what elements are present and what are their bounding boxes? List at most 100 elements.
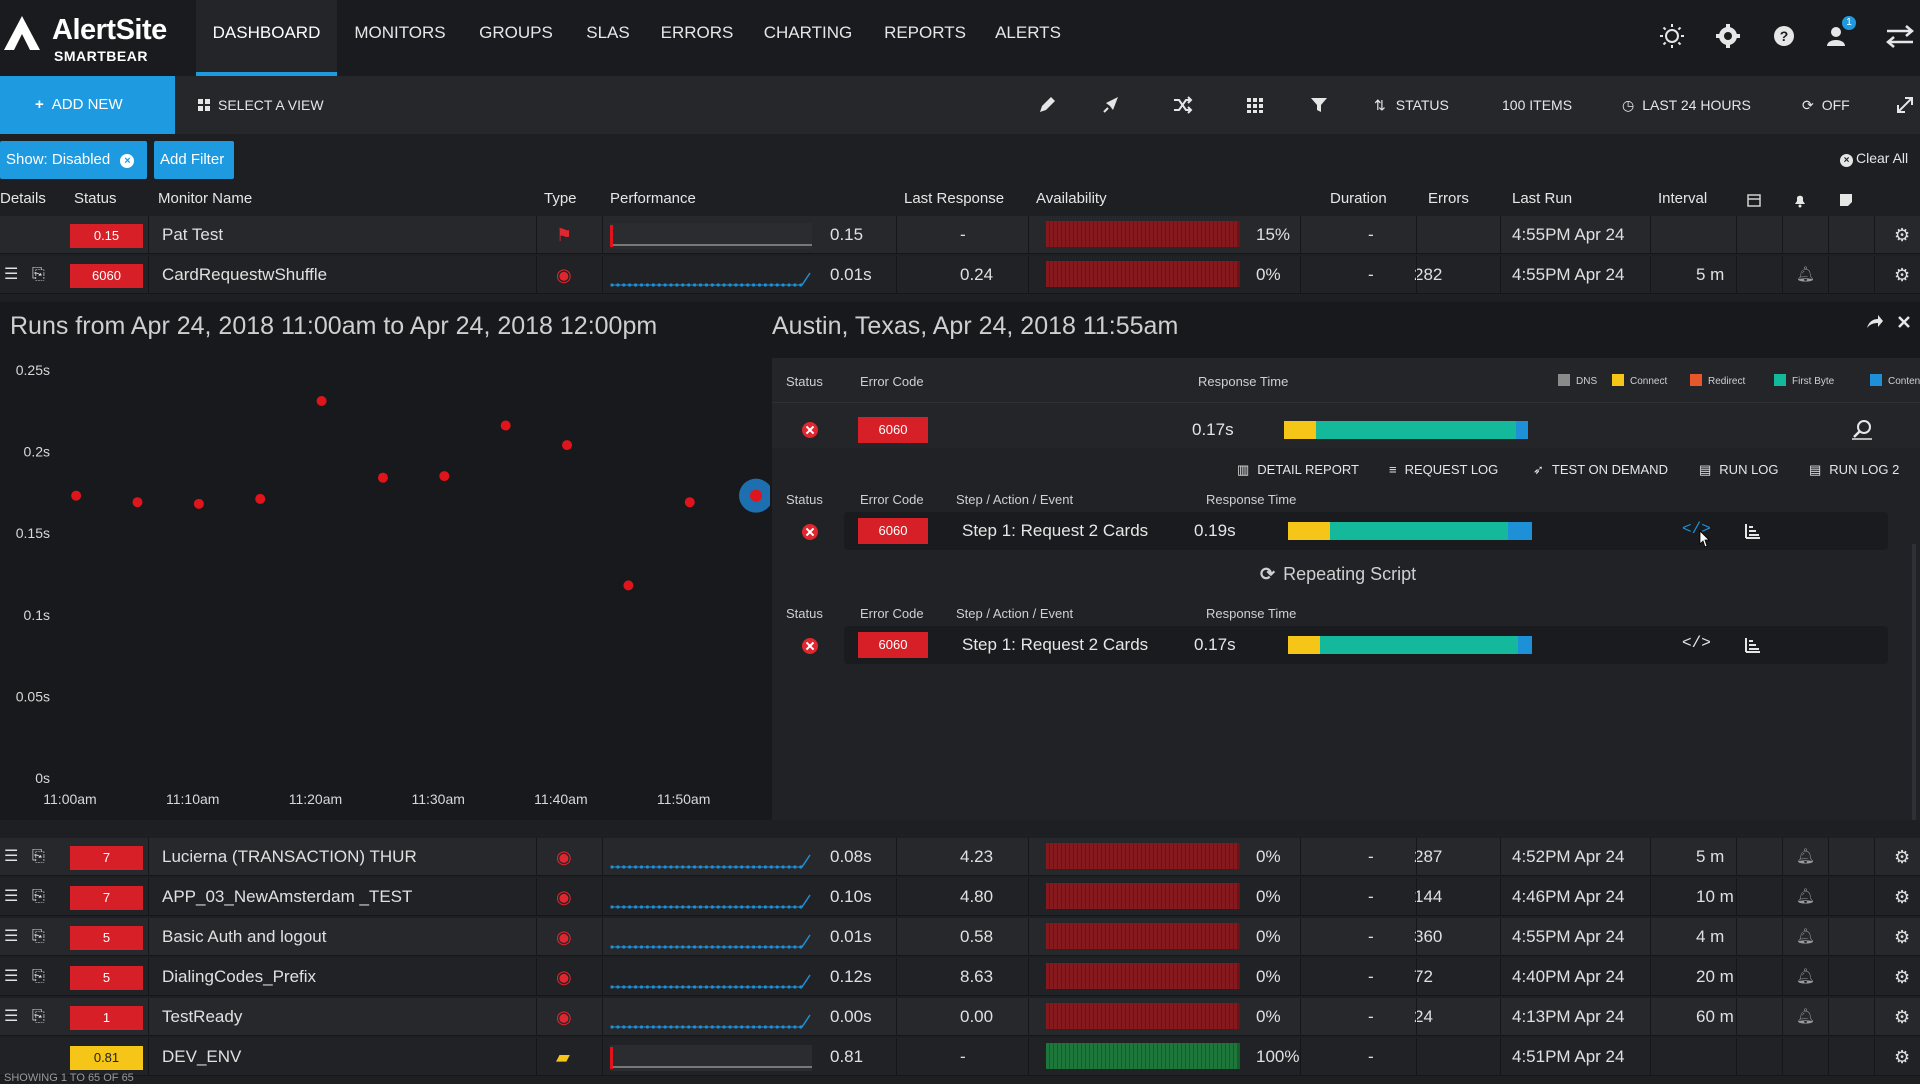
clipboard-icon[interactable]: ⎘ xyxy=(32,968,45,985)
col-errors[interactable]: Errors xyxy=(1428,190,1469,207)
selected-run-point[interactable] xyxy=(750,489,762,502)
tab-charting[interactable]: CHARTING xyxy=(763,23,853,42)
monitor-name[interactable]: DialingCodes_Prefix xyxy=(162,967,317,986)
col-performance[interactable]: Performance xyxy=(610,190,696,207)
availability-bar[interactable] xyxy=(1046,923,1240,949)
calendar-icon[interactable] xyxy=(1746,192,1762,208)
remove-filter-icon[interactable]: × xyxy=(120,154,135,168)
add-filter-button[interactable]: Add Filter xyxy=(154,141,234,179)
step1-error-code[interactable]: 6060 xyxy=(858,518,928,544)
table-row[interactable]: ☰ ⎘ 7 Lucierna (TRANSACTION) THUR ◉ 0.08s 4.23… xyxy=(0,838,1920,876)
gear-icon[interactable]: ⚙ xyxy=(1894,967,1911,987)
run-point[interactable] xyxy=(316,396,327,407)
monitor-name[interactable]: Pat Test xyxy=(162,225,224,244)
run-point[interactable] xyxy=(623,580,634,591)
help-icon[interactable]: ? xyxy=(1770,22,1798,50)
status-badge[interactable]: 7 xyxy=(70,846,143,870)
time-range-button[interactable]: ◷ LAST 24 HOURS xyxy=(1622,76,1751,134)
list-icon[interactable]: ☰ xyxy=(4,928,19,945)
clipboard-icon[interactable]: ⎘ xyxy=(32,1008,45,1025)
col-last-response[interactable]: Last Response xyxy=(904,190,1005,207)
list-icon[interactable]: ☰ xyxy=(4,888,19,905)
tab-reports[interactable]: REPORTS xyxy=(884,23,966,42)
status-sort-button[interactable]: ⇅ STATUS xyxy=(1374,76,1449,134)
search-detail-icon[interactable] xyxy=(1850,418,1874,442)
select-view-button[interactable]: SELECT A VIEW xyxy=(198,76,324,134)
bell-icon[interactable]: 🔔︎ xyxy=(1796,848,1816,865)
performance-sparkline[interactable] xyxy=(610,965,812,991)
col-status[interactable]: Status xyxy=(74,190,117,207)
step2-error-code[interactable]: 6060 xyxy=(858,632,928,658)
run-point[interactable] xyxy=(562,440,573,451)
table-row[interactable]: ☰ ⎘ 5 Basic Auth and logout ◉ 0.01s 0.58 0% -360… xyxy=(0,918,1920,956)
gear-icon[interactable] xyxy=(1714,22,1742,50)
status-badge[interactable]: 0.15 xyxy=(70,224,143,248)
detail-report-link[interactable]: ▥ DETAIL REPORT xyxy=(1237,462,1359,478)
request-log-link[interactable]: ≡ REQUEST LOG xyxy=(1389,462,1498,477)
col-availability[interactable]: Availability xyxy=(1036,190,1107,207)
performance-sparkline[interactable] xyxy=(610,885,812,911)
rocket-icon[interactable] xyxy=(1100,94,1122,116)
tab-alerts[interactable]: ALERTS xyxy=(995,23,1061,42)
performance-sparkline[interactable] xyxy=(610,1045,812,1071)
user-icon[interactable] xyxy=(1824,22,1852,50)
availability-bar[interactable] xyxy=(1046,963,1240,989)
availability-bar[interactable] xyxy=(1046,883,1240,909)
close-icon[interactable] xyxy=(1896,314,1912,330)
switch-icon[interactable] xyxy=(1884,22,1916,50)
availability-bar[interactable] xyxy=(1046,1043,1240,1069)
filter-icon[interactable] xyxy=(1308,94,1330,116)
list-icon[interactable]: ☰ xyxy=(4,848,19,865)
filter-chip-disabled[interactable]: Show: Disabled × xyxy=(0,141,147,179)
run-point[interactable] xyxy=(255,493,266,504)
clipboard-icon[interactable]: ⎘ xyxy=(32,888,45,905)
monitor-name[interactable]: Lucierna (TRANSACTION) THUR xyxy=(162,847,417,866)
run-point[interactable] xyxy=(71,490,82,501)
performance-sparkline[interactable] xyxy=(610,925,812,951)
monitor-name[interactable]: DEV_ENV xyxy=(162,1047,242,1066)
list-icon[interactable]: ☰ xyxy=(4,266,19,283)
items-count-button[interactable]: 100 ITEMS xyxy=(1502,97,1573,113)
step-row[interactable]: 6060 Step 1: Request 2 Cards 0.17s </> xyxy=(844,626,1888,664)
tab-groups[interactable]: GROUPS xyxy=(479,23,553,42)
availability-bar[interactable] xyxy=(1046,1003,1240,1029)
bell-icon[interactable] xyxy=(1792,192,1808,208)
grid-view-icon[interactable] xyxy=(1244,94,1266,116)
col-type[interactable]: Type xyxy=(544,190,577,207)
performance-sparkline[interactable] xyxy=(610,1005,812,1031)
col-duration[interactable]: Duration xyxy=(1330,190,1387,207)
test-on-demand-link[interactable]: ➶ TEST ON DEMAND xyxy=(1533,462,1668,478)
table-row[interactable]: 0.15 Pat Test ⚑ 0.15-15% -4:55PM Apr 24 ⚙ xyxy=(0,216,1920,254)
tab-dashboard[interactable]: DASHBOARD xyxy=(196,0,337,76)
col-details[interactable]: Details xyxy=(0,190,46,207)
run-log-2-link[interactable]: ▤ RUN LOG 2 xyxy=(1809,462,1899,478)
gear-icon[interactable]: ⚙ xyxy=(1894,265,1911,285)
performance-sparkline[interactable] xyxy=(610,223,812,249)
clear-all-button[interactable]: × Clear All xyxy=(1840,150,1908,167)
performance-sparkline[interactable] xyxy=(610,845,812,871)
add-new-button[interactable]: + ADD NEW xyxy=(0,76,175,134)
tab-slas[interactable]: SLAS xyxy=(586,23,630,42)
bell-icon[interactable]: 🔔︎ xyxy=(1796,928,1816,945)
run-log-link[interactable]: ▤ RUN LOG xyxy=(1699,462,1779,478)
gear-icon[interactable]: ⚙ xyxy=(1894,847,1911,867)
run-point[interactable] xyxy=(132,497,143,508)
waterfall-icon[interactable] xyxy=(1744,636,1762,654)
monitor-name[interactable]: TestReady xyxy=(162,1007,243,1026)
col-name[interactable]: Monitor Name xyxy=(158,190,253,207)
monitor-name[interactable]: Basic Auth and logout xyxy=(162,927,327,946)
bell-icon[interactable]: 🔔︎ xyxy=(1796,888,1816,905)
performance-sparkline[interactable] xyxy=(610,263,812,289)
note-icon[interactable] xyxy=(1838,192,1854,208)
bell-icon[interactable]: 🔔︎ xyxy=(1796,1008,1816,1025)
run-point[interactable] xyxy=(377,472,388,483)
gear-icon[interactable]: ⚙ xyxy=(1894,225,1911,245)
table-row[interactable]: ☰ ⎘ 1 TestReady ◉ 0.00s 0.00 0% -24 4:13PM Apr 24… xyxy=(0,998,1920,1036)
list-icon[interactable]: ☰ xyxy=(4,968,19,985)
code-view-icon[interactable]: </> xyxy=(1682,634,1711,652)
status-badge[interactable]: 7 xyxy=(70,886,143,910)
status-badge[interactable]: 6060 xyxy=(70,264,143,288)
share-icon[interactable] xyxy=(1864,312,1884,332)
gear-icon[interactable]: ⚙ xyxy=(1894,927,1911,947)
table-row[interactable]: ☰ ⎘ 7 APP_03_NewAmsterdam _TEST ◉ 0.10s 4.80 0%… xyxy=(0,878,1920,916)
